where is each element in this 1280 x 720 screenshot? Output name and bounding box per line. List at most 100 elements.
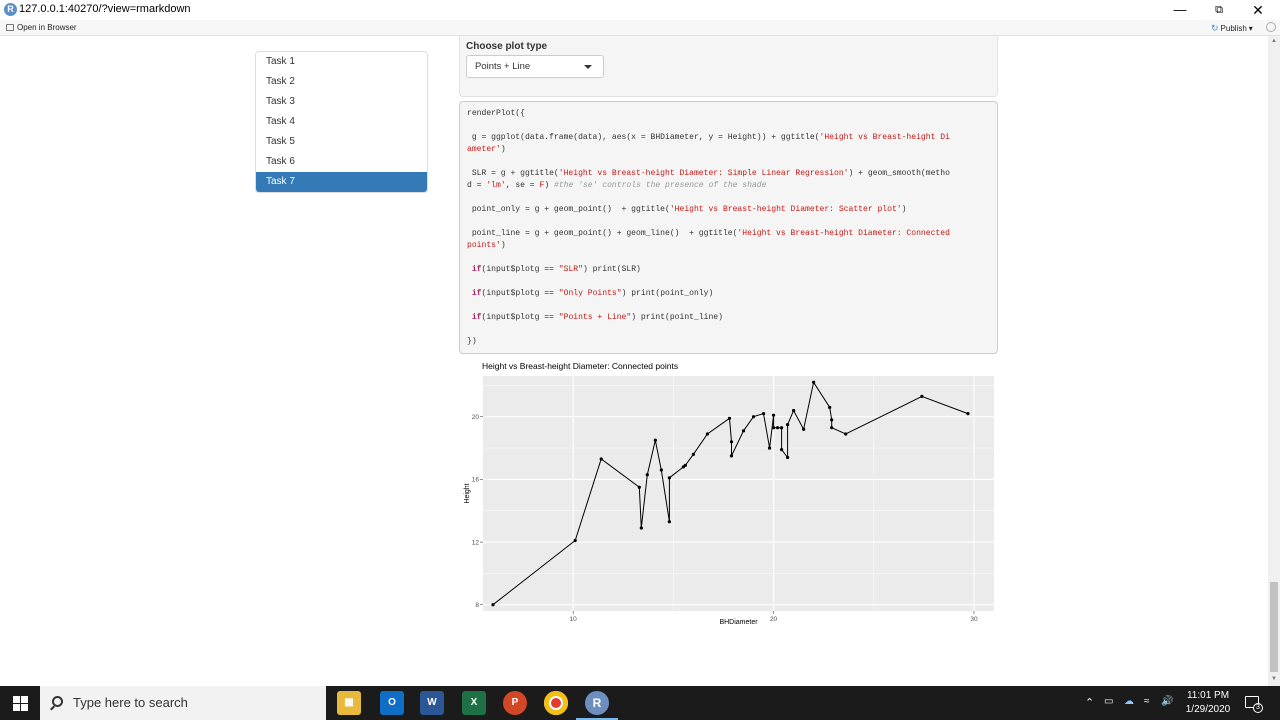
- restore-button[interactable]: ⧉: [1215, 4, 1223, 16]
- word-icon[interactable]: W: [420, 691, 444, 715]
- notification-count: 3: [1253, 703, 1263, 713]
- volume-icon[interactable]: 🔊: [1161, 696, 1174, 707]
- data-point: [828, 405, 832, 409]
- x-axis-label: BHDiameter: [719, 619, 758, 626]
- code-line: [467, 120, 991, 132]
- windows-logo-pane: [13, 704, 20, 711]
- data-point: [792, 408, 796, 413]
- data-point: [785, 422, 790, 427]
- plot-type-select[interactable]: Points + Line: [466, 55, 604, 78]
- code-line: [467, 252, 991, 264]
- sidebar-item-task-1[interactable]: Task 1: [266, 56, 295, 67]
- r-app-icon[interactable]: R: [576, 691, 618, 720]
- sidebar-item-task-6[interactable]: Task 6: [266, 156, 295, 167]
- scroll-down-icon[interactable]: ▼: [1271, 676, 1277, 682]
- open-in-browser-button[interactable]: Open in Browser: [6, 23, 77, 32]
- file-explorer-icon[interactable]: ▦: [337, 691, 361, 715]
- code-line: [467, 192, 991, 204]
- code-line: [467, 276, 991, 288]
- data-point: [667, 520, 671, 524]
- data-point: [775, 426, 780, 430]
- data-point: [779, 426, 784, 430]
- code-line: }): [467, 337, 477, 346]
- data-point: [802, 427, 806, 431]
- taskbar-clock[interactable]: 11:01 PM 1/29/2020: [1177, 689, 1239, 717]
- data-point: [653, 438, 657, 442]
- chevron-down-icon: [584, 65, 592, 69]
- windows-taskbar: Type here to search ▦ O W X P R ⌃ ▭ ☁ ≈ …: [0, 686, 1280, 720]
- data-point: [812, 380, 816, 384]
- data-point: [667, 476, 671, 480]
- window-url: 127.0.0.1:40270/?view=rmarkdown: [19, 3, 191, 15]
- code-line: [467, 300, 991, 312]
- code-line: d = 'lm', se = F) #the 'se' controls the…: [467, 181, 767, 190]
- code-line: g = ggplot(data.frame(data), aes(x = BHD…: [467, 133, 950, 142]
- data-point: [683, 463, 687, 467]
- data-point: [637, 485, 641, 489]
- code-line: points'): [467, 241, 506, 250]
- y-axis-label: Height: [464, 483, 471, 503]
- code-line: renderPlot({: [467, 109, 525, 118]
- y-tick-label: 16: [472, 477, 480, 484]
- battery-icon[interactable]: ▭: [1104, 696, 1114, 707]
- data-point: [727, 416, 732, 420]
- data-point: [830, 418, 834, 422]
- search-placeholder: Type here to search: [73, 695, 188, 710]
- sidebar-item-task-3[interactable]: Task 3: [266, 96, 295, 107]
- powerpoint-icon[interactable]: P: [503, 691, 527, 715]
- open-in-browser-label: Open in Browser: [17, 23, 77, 32]
- minimize-button[interactable]: —: [1173, 2, 1187, 17]
- r-logo-icon: R: [4, 3, 17, 16]
- sidebar-item-task-5[interactable]: Task 5: [266, 136, 295, 147]
- code-line: ameter'): [467, 145, 506, 154]
- scroll-up-icon[interactable]: ▲: [1271, 38, 1277, 44]
- data-point: [751, 415, 756, 419]
- code-line: [467, 156, 991, 168]
- clock-time: 11:01 PM: [1186, 690, 1230, 701]
- data-point: [920, 394, 924, 398]
- data-point: [771, 413, 776, 417]
- sidebar-item-task-2[interactable]: Task 2: [266, 76, 295, 87]
- x-tick-label: 20: [770, 616, 778, 623]
- chevron-up-icon[interactable]: ⌃: [1085, 697, 1095, 709]
- sidebar-item-task-7[interactable]: Task 7: [256, 172, 427, 192]
- data-point: [844, 432, 848, 436]
- scrollbar-thumb[interactable]: [1270, 582, 1278, 672]
- task-list: Task 1 Task 2 Task 3 Task 4 Task 5 Task 6 Task…: [255, 51, 428, 193]
- data-point: [491, 603, 495, 607]
- data-point: [659, 468, 663, 472]
- start-button[interactable]: [0, 686, 40, 720]
- taskbar-search-box[interactable]: Type here to search: [40, 686, 326, 720]
- wifi-icon[interactable]: ≈: [1144, 696, 1150, 707]
- browser-window-icon: [6, 24, 14, 31]
- outlook-icon[interactable]: O: [380, 691, 404, 715]
- plot-type-selected-value: Points + Line: [475, 61, 531, 72]
- data-point: [729, 454, 734, 458]
- code-line: point_line = g + geom_point() + geom_lin…: [467, 229, 950, 238]
- notification-icon[interactable]: [1245, 696, 1259, 708]
- excel-icon[interactable]: X: [462, 691, 486, 715]
- vertical-scrollbar[interactable]: ▲ ▼: [1268, 36, 1280, 686]
- data-point: [705, 432, 710, 436]
- plot-figure: 10 20 30 8 12 16 20 Height vs Breast-height Dia…: [464, 361, 994, 626]
- windows-logo-pane: [21, 696, 28, 703]
- sidebar-item-task-4[interactable]: Task 4: [266, 116, 295, 127]
- chevron-down-icon: ▾: [1248, 24, 1253, 33]
- chart-title: Height vs Breast-height Diameter: Connec…: [482, 361, 678, 371]
- windows-logo-pane: [21, 704, 28, 711]
- plot-type-panel: Choose plot type Points + Line: [459, 36, 998, 97]
- onedrive-icon[interactable]: ☁: [1124, 696, 1134, 707]
- app-content: Task 1 Task 2 Task 3 Task 4 Task 5 Task 6 Task…: [0, 36, 1268, 686]
- close-button[interactable]: ✕: [1252, 2, 1264, 18]
- data-point: [785, 455, 790, 460]
- code-line: [467, 216, 991, 228]
- search-icon: [52, 696, 63, 707]
- chrome-icon[interactable]: [544, 691, 568, 715]
- data-point: [691, 452, 696, 456]
- clock-date: 1/29/2020: [1185, 704, 1231, 715]
- refresh-icon[interactable]: [1266, 22, 1276, 32]
- publish-button[interactable]: ↻ Publish ▾: [1211, 23, 1253, 34]
- data-point: [761, 412, 766, 416]
- data-point: [767, 446, 772, 450]
- data-point: [741, 429, 746, 433]
